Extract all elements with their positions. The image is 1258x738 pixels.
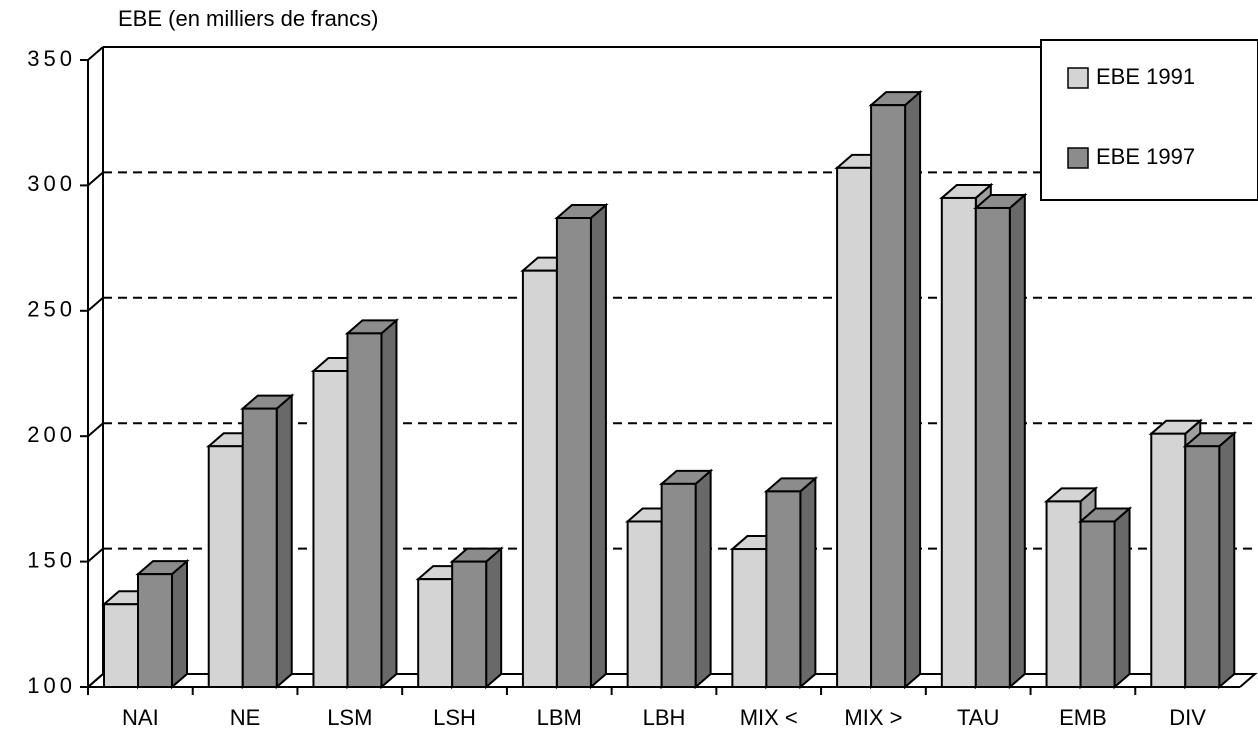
bar-side <box>171 558 188 690</box>
bar-side <box>904 89 922 690</box>
tick-join <box>87 171 104 187</box>
bar <box>870 104 907 689</box>
bar <box>1150 432 1187 688</box>
bar <box>521 269 558 688</box>
legend-swatch <box>1067 67 1089 89</box>
bar <box>974 206 1011 689</box>
bar <box>731 548 768 688</box>
x-tick-label: NAI <box>122 705 159 730</box>
y-tick-label: 300 <box>27 171 76 196</box>
legend-label: EBE 1991 <box>1096 64 1195 89</box>
bar-side <box>589 202 607 690</box>
legend-box <box>1040 39 1258 201</box>
bar-side <box>799 476 817 690</box>
tick-join <box>87 297 104 312</box>
x-tick-label: LSH <box>433 705 476 730</box>
x-tick-label: MIX > <box>844 705 902 730</box>
bar <box>836 166 873 688</box>
bar-side <box>275 393 293 690</box>
bar <box>1045 500 1082 688</box>
bar-side <box>485 546 503 690</box>
bar-side <box>1113 506 1131 690</box>
bar <box>1079 520 1116 688</box>
bar <box>451 560 488 688</box>
x-tick-label: MIX < <box>740 705 798 730</box>
bar-side <box>1218 431 1236 690</box>
legend-swatch <box>1067 147 1089 169</box>
x-tick-label: TAU <box>957 705 999 730</box>
bar <box>312 369 349 688</box>
x-tick-label: DIV <box>1169 705 1206 730</box>
bar <box>940 196 977 688</box>
y-tick-label: 200 <box>27 422 76 447</box>
bar-side <box>694 468 712 690</box>
bar <box>555 217 592 688</box>
x-tick-label: LBH <box>643 705 686 730</box>
bar <box>346 332 383 688</box>
bar <box>207 445 244 688</box>
bar <box>417 578 454 689</box>
bar <box>765 490 802 688</box>
tick-join <box>87 46 104 61</box>
legend-label: EBE 1997 <box>1096 144 1195 169</box>
y-tick-label: 250 <box>27 297 76 322</box>
tick-join <box>87 547 104 563</box>
tick-join <box>87 673 104 688</box>
bar <box>103 603 139 689</box>
x-tick-label: LSM <box>327 705 372 730</box>
x-tick-label: NE <box>230 705 261 730</box>
bar <box>137 573 173 689</box>
bar <box>1184 445 1221 688</box>
y-axis-title: EBE (en milliers de francs) <box>118 6 378 31</box>
bar <box>660 482 697 688</box>
x-tick-label: LBM <box>537 705 582 730</box>
y-tick-label: 150 <box>27 547 76 572</box>
bar-side <box>1008 192 1026 690</box>
bar <box>626 520 663 688</box>
bar-side <box>380 318 398 690</box>
y-tick-label: 100 <box>27 673 76 698</box>
bar <box>241 407 278 688</box>
y-tick-label: 350 <box>27 46 76 71</box>
tick-join <box>87 422 104 437</box>
x-tick-label: EMB <box>1059 705 1107 730</box>
